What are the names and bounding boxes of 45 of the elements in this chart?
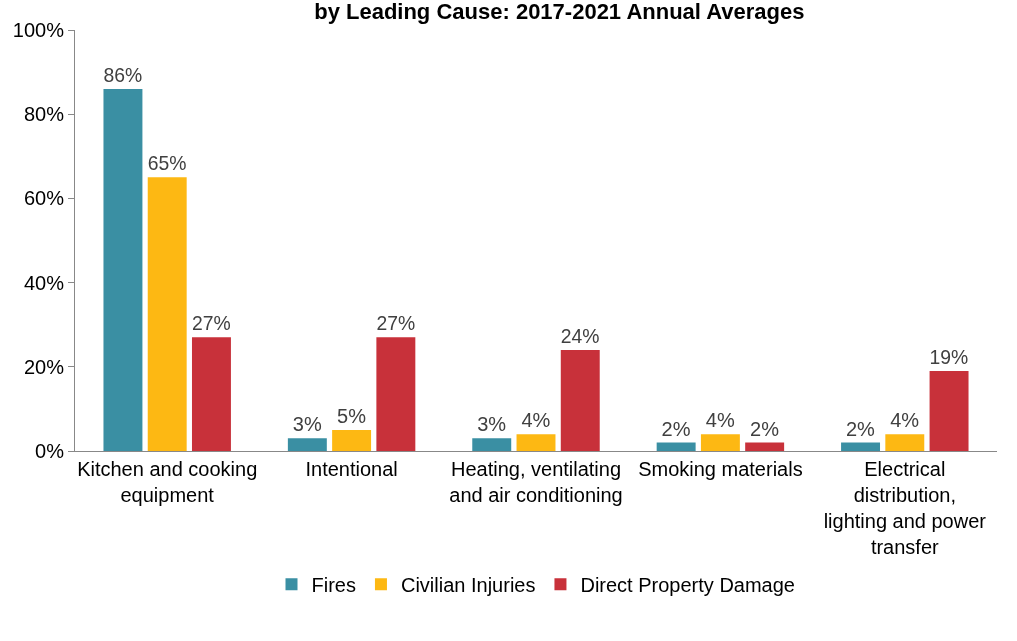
bar <box>147 177 187 451</box>
y-tick-label: 100% <box>12 19 65 41</box>
data-label: 27% <box>191 312 231 335</box>
bar <box>885 434 925 451</box>
bar <box>560 349 600 451</box>
x-tick-label: Kitchen and cooking equipment <box>77 458 258 506</box>
x-tick-label: Electrical distribution, lighting and power transfer <box>823 458 987 558</box>
y-tick-label: 80% <box>23 103 65 126</box>
bar <box>332 429 372 451</box>
bar <box>841 442 881 451</box>
data-label: 4% <box>705 409 735 432</box>
data-label: 4% <box>521 409 551 432</box>
y-tick-label: 20% <box>23 355 65 378</box>
y-tick-label: 40% <box>23 271 65 294</box>
data-label: 27% <box>376 312 416 335</box>
data-label: 2% <box>750 417 780 440</box>
data-label: 3% <box>477 413 507 436</box>
bar <box>472 438 512 451</box>
data-label: 19% <box>929 346 969 369</box>
y-tick-label: 0% <box>35 440 65 462</box>
legend-label: Fires <box>311 573 356 596</box>
data-label: 3% <box>292 413 322 436</box>
bar <box>700 434 740 451</box>
legend-label: Direct Property Damage <box>580 573 795 596</box>
data-label: 65% <box>147 152 187 175</box>
x-tick-label: Heating, ventilating and air conditioning <box>449 458 623 506</box>
bar <box>287 438 327 451</box>
legend-label: Civilian Injuries <box>400 573 536 596</box>
bar <box>191 337 231 451</box>
bar <box>929 371 969 451</box>
data-label: 2% <box>845 417 876 440</box>
data-label: 86% <box>103 64 143 87</box>
data-label: 4% <box>890 409 920 432</box>
x-tick-label: Smoking materials <box>638 458 803 480</box>
x-tick-label: Intentional <box>305 458 398 480</box>
data-label: 2% <box>661 417 691 440</box>
data-label: 5% <box>337 404 367 427</box>
data-label: 24% <box>560 325 600 348</box>
bar <box>103 88 143 451</box>
bar <box>376 337 416 451</box>
bar <box>745 442 785 451</box>
chart-title: by Leading Cause: 2017-2021 Annual Averages <box>314 0 805 24</box>
y-tick-label: 60% <box>23 187 65 210</box>
bar <box>656 442 696 451</box>
bar <box>516 434 556 451</box>
